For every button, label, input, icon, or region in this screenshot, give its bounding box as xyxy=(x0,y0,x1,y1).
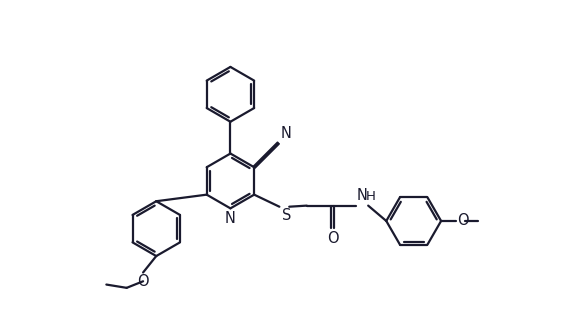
Text: O: O xyxy=(137,274,149,289)
Text: N: N xyxy=(357,188,368,203)
Text: N: N xyxy=(280,126,292,141)
Text: S: S xyxy=(282,208,292,223)
Text: H: H xyxy=(366,190,375,203)
Text: O: O xyxy=(458,214,469,228)
Text: N: N xyxy=(225,211,236,226)
Text: O: O xyxy=(327,231,338,246)
